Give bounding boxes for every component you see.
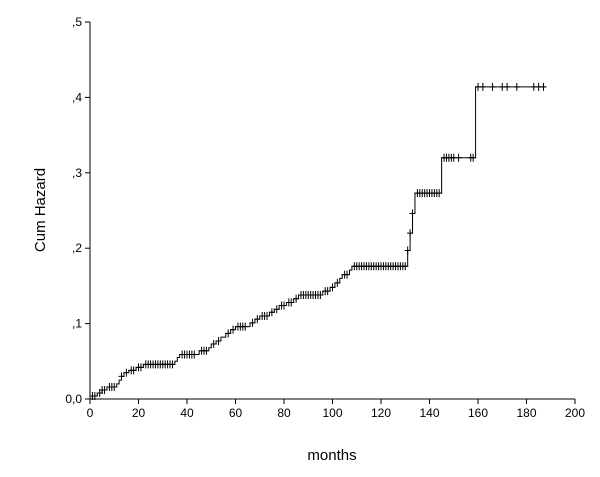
censor-mark — [137, 363, 144, 372]
censor-mark — [281, 301, 287, 310]
censor-mark — [101, 385, 108, 394]
censor-mark — [479, 82, 486, 91]
y-tick-label: ,1 — [72, 317, 82, 331]
y-axis-title: Cum Hazard — [32, 168, 49, 252]
censor-mark — [504, 82, 511, 91]
censor-mark — [242, 322, 249, 331]
y-tick-label: ,3 — [72, 166, 82, 180]
censor-mark — [254, 315, 261, 324]
censor-mark — [404, 246, 411, 255]
censor-mark — [334, 278, 341, 287]
censor-mark — [329, 283, 336, 292]
y-tick-label: ,5 — [72, 15, 82, 29]
x-axis-title: months — [307, 447, 356, 464]
x-tick-label: 80 — [277, 406, 291, 420]
censor-mark — [540, 82, 547, 91]
censor-mark — [324, 287, 331, 296]
y-tick-label: 0,0 — [65, 392, 82, 406]
censor-mark — [344, 270, 351, 279]
censor-mark — [225, 329, 232, 338]
x-tick-label: 140 — [419, 406, 439, 420]
censor-mark — [407, 229, 414, 238]
censor-mark — [293, 294, 300, 303]
censor-mark — [513, 82, 520, 91]
hazard-step-line — [90, 86, 546, 400]
y-tick-label: ,4 — [72, 90, 82, 104]
censor-mark — [118, 372, 125, 381]
x-tick-label: 120 — [371, 406, 391, 420]
x-axis-ticks: 0 20 40 60 80 100 120 140 160 180 200 — [87, 399, 585, 420]
censor-mark — [317, 290, 324, 299]
censor-mark — [191, 350, 198, 359]
censor-mark — [273, 305, 280, 314]
censor-mark — [203, 346, 210, 355]
x-tick-label: 100 — [322, 406, 342, 420]
censor-mark — [268, 308, 275, 317]
x-tick-label: 160 — [468, 406, 488, 420]
censor-mark — [215, 336, 222, 345]
censor-mark — [436, 189, 443, 198]
y-tick-label: ,2 — [72, 241, 82, 255]
censor-mark — [210, 339, 217, 348]
x-tick-label: 180 — [516, 406, 536, 420]
x-tick-label: 40 — [180, 406, 194, 420]
censor-mark — [470, 153, 477, 162]
x-tick-label: 20 — [132, 406, 146, 420]
censor-mark — [288, 298, 295, 307]
censor-mark — [130, 366, 137, 375]
censor-mark — [91, 391, 98, 400]
censor-mark — [169, 360, 176, 369]
censor-mark — [489, 82, 496, 91]
censor-mark — [409, 209, 416, 218]
censor-mark — [249, 318, 256, 327]
y-axis-ticks: 0,0 ,1 ,2 ,3 ,4 ,5 — [65, 15, 90, 406]
censor-mark — [455, 153, 462, 162]
censor-mark — [123, 368, 130, 377]
x-tick-label: 200 — [565, 406, 585, 420]
x-tick-label: 0 — [87, 406, 94, 420]
censor-marks — [89, 82, 547, 400]
censor-mark — [264, 312, 271, 321]
censor-mark — [230, 325, 237, 334]
censor-mark — [111, 382, 118, 391]
censor-mark — [402, 262, 409, 271]
x-tick-label: 60 — [229, 406, 243, 420]
